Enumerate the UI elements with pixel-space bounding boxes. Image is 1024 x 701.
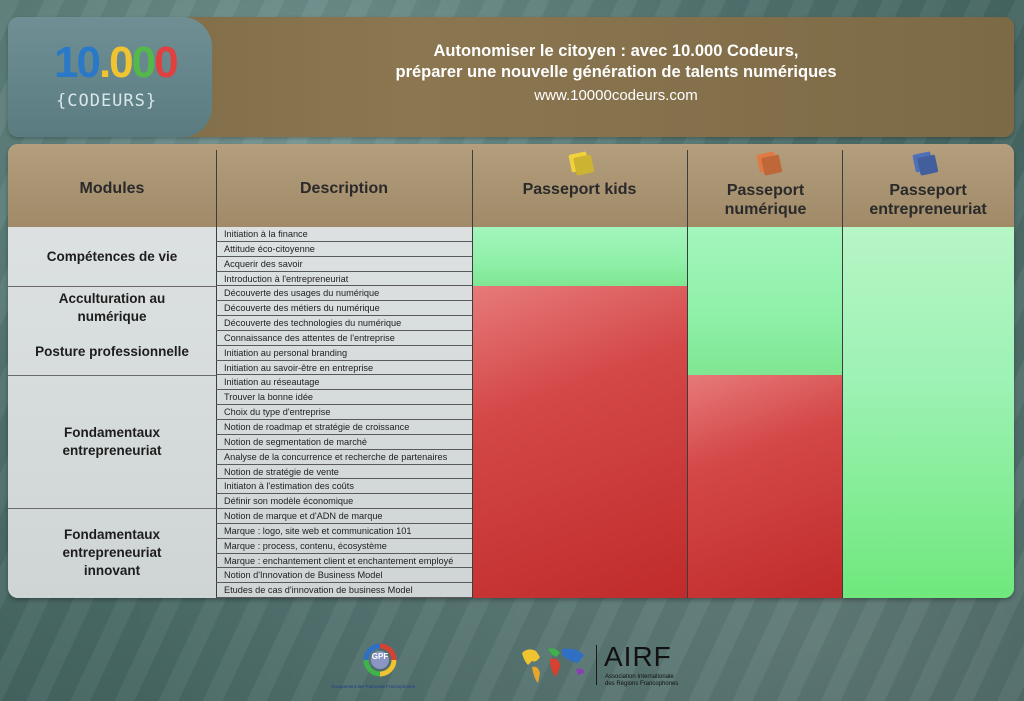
module-fondamentaux-innovant: Fondamentaux entrepreneuriat innovant [62,527,162,578]
module-competences-de-vie: Compétences de vie [46,248,178,264]
description-row: Initiation à la finance [216,227,472,242]
header-passeport-kids: Passeport kids [522,181,637,198]
kids-excluded-cell [472,286,687,598]
description-row: Découverte des technologies du numérique [216,316,472,331]
description-row: Marque : logo, site web et communication… [216,524,472,539]
world-map-icon [522,648,584,683]
description-row: Notion de marque et d'ADN de marque [216,509,472,524]
numerique-excluded-cell [687,375,842,598]
description-row: Notion de segmentation de marché [216,435,472,450]
module-acculturation: Acculturation au numérique [58,291,166,324]
module-separator [8,508,216,509]
description-row: Notion de stratégie de vente [216,465,472,480]
col-separator [216,150,217,598]
gpf-caption: Groupement des Patronats Francophones [330,684,416,689]
header-title-line2: préparer une nouvelle génération de tale… [395,63,837,81]
header-title-line1: Autonomiser le citoyen : avec 10.000 Cod… [433,42,799,60]
airf-caption-line2: des Régions Francophones [605,681,679,687]
description-row: Introduction à l'entrepreneuriat [216,272,472,287]
description-column: Initiation à la finance Attitude éco-cit… [216,227,472,598]
passport-orange-icon [756,151,778,173]
description-row: Initiation au réseautage [216,375,472,391]
header-modules: Modules [79,180,145,197]
description-row: Notion d'Innovation de Business Model [216,568,472,584]
module-separator [8,375,216,376]
col-separator [472,150,473,598]
description-row: Initiaton à l'estimation des coûts [216,479,472,495]
airf-label: AIRF [604,641,672,672]
kids-included-cell [472,227,687,286]
col-separator [842,150,843,598]
description-row: Etudes de cas d'innovation de business M… [216,583,472,598]
header-banner: 10.000 {CODEURS} Autonomiser le citoyen … [8,17,1014,137]
header-passeport-entrepreneuriat: Passeport entrepreneuriat [869,182,987,218]
gpf-logo[interactable]: GPF Groupement des Patronats Francophone… [318,640,428,695]
description-row: Initiation au savoir-être en entreprise [216,361,472,376]
description-row: Découverte des usages du numérique [216,286,472,302]
description-row: Attitude éco-citoyenne [216,242,472,257]
table-header [8,144,1014,227]
website-url[interactable]: www.10000codeurs.com [534,87,698,104]
header-passeport-numerique: Passeport numérique [724,182,807,218]
description-row: Marque : process, contenu, écosystème [216,539,472,554]
logo-number: 10.000 [54,38,179,87]
airf-divider [596,645,597,685]
description-row: Initiation au personal branding [216,346,472,361]
description-row: Marque : enchantement client et enchante… [216,554,472,569]
module-separator [8,286,216,287]
gpf-label: GPF [371,652,389,661]
header-description: Description [299,180,388,197]
module-fondamentaux: Fondamentaux entrepreneuriat [62,424,162,458]
numerique-included-cell [687,227,842,375]
airf-caption-line1: Association Internationale [605,674,674,680]
description-row: Choix du type d'entreprise [216,405,472,420]
curriculum-table: Modules Description Passeport kids Passe… [8,144,1014,598]
airf-logo[interactable]: AIRF Association Internationale des Régi… [518,641,708,691]
description-row: Découverte des métiers du numérique [216,301,472,317]
header-title: Autonomiser le citoyen : avec 10.000 Cod… [238,41,994,83]
description-row: Connaissance des attentes de l'entrepris… [216,331,472,346]
entrepreneuriat-included-cell [842,227,1014,598]
description-row: Analyse de la concurrence et recherche d… [216,450,472,465]
passport-blue-icon [912,151,934,173]
gpf-ring-icon [363,643,397,677]
description-row: Notion de roadmap et stratégie de croiss… [216,420,472,435]
description-row: Acquerir des savoir [216,257,472,272]
airf-caption: Association Internationale des Régions F… [605,674,678,688]
description-row: Trouver la bonne idée [216,390,472,406]
logo-10000-codeurs[interactable]: 10.000 {CODEURS} [8,17,212,137]
logo-sub: {CODEURS} [56,91,158,111]
passport-yellow-icon [568,151,590,173]
col-separator [687,150,688,598]
description-row: Définir son modèle économique [216,494,472,510]
module-posture-professionnelle: Posture professionnelle [35,344,189,359]
